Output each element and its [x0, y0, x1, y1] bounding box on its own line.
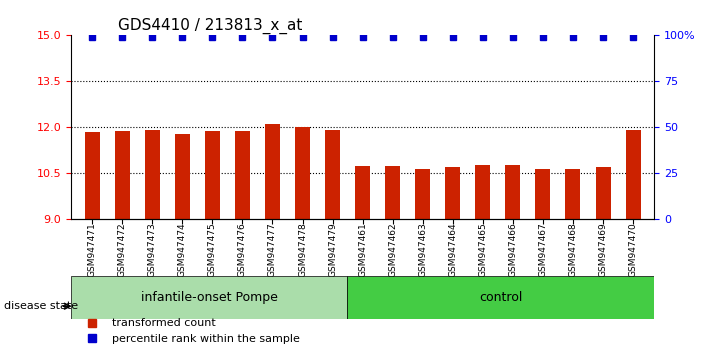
Bar — [415, 169, 430, 219]
Text: infantile-onset Pompe: infantile-onset Pompe — [141, 291, 277, 304]
Bar — [445, 167, 460, 219]
Text: GSM947462: GSM947462 — [388, 222, 397, 277]
Bar — [205, 131, 220, 219]
Text: GSM947467: GSM947467 — [538, 222, 547, 277]
Bar — [175, 133, 190, 219]
Bar — [626, 130, 641, 219]
Bar — [145, 130, 160, 219]
Text: GSM947474: GSM947474 — [178, 222, 187, 277]
Text: GSM947464: GSM947464 — [448, 222, 457, 277]
Text: GSM947469: GSM947469 — [599, 222, 607, 277]
FancyBboxPatch shape — [347, 276, 654, 319]
Legend: transformed count, percentile rank within the sample: transformed count, percentile rank withi… — [77, 314, 304, 348]
Text: GSM947461: GSM947461 — [358, 222, 367, 277]
Bar — [325, 130, 340, 219]
Bar — [235, 131, 250, 219]
Text: GSM947476: GSM947476 — [238, 222, 247, 277]
Text: GSM947475: GSM947475 — [208, 222, 217, 277]
Text: GSM947478: GSM947478 — [298, 222, 307, 277]
Text: GSM947473: GSM947473 — [148, 222, 156, 277]
Text: GSM947466: GSM947466 — [508, 222, 518, 277]
Bar — [535, 169, 550, 219]
Bar — [85, 132, 100, 219]
Bar — [114, 131, 129, 219]
Text: GSM947472: GSM947472 — [118, 222, 127, 277]
Bar — [265, 124, 280, 219]
Bar — [295, 127, 310, 219]
Text: GSM947463: GSM947463 — [418, 222, 427, 277]
FancyBboxPatch shape — [71, 276, 347, 319]
Bar — [385, 166, 400, 219]
Text: control: control — [479, 291, 523, 304]
Bar — [476, 165, 491, 219]
Text: GSM947477: GSM947477 — [268, 222, 277, 277]
Text: GSM947471: GSM947471 — [87, 222, 97, 277]
Text: GSM947479: GSM947479 — [328, 222, 337, 277]
Bar — [596, 167, 611, 219]
Text: GSM947468: GSM947468 — [569, 222, 577, 277]
Bar — [565, 169, 580, 219]
Bar — [355, 166, 370, 219]
Bar — [506, 165, 520, 219]
Text: GSM947465: GSM947465 — [479, 222, 487, 277]
Text: GDS4410 / 213813_x_at: GDS4410 / 213813_x_at — [118, 18, 302, 34]
Text: GSM947470: GSM947470 — [629, 222, 638, 277]
Text: disease state: disease state — [4, 301, 77, 311]
